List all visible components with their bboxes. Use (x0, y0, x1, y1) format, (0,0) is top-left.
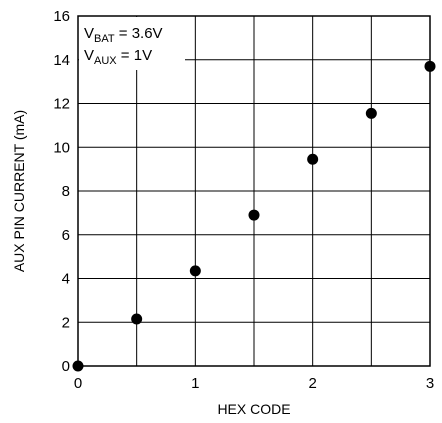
y-tick-label: 2 (62, 314, 70, 331)
data-point (365, 107, 377, 119)
data-point (189, 265, 201, 277)
data-points (72, 60, 436, 372)
data-point (72, 360, 84, 372)
x-axis-label: HEX CODE (217, 401, 290, 417)
y-tick-label: 8 (62, 183, 70, 200)
y-tick-label: 12 (53, 96, 70, 113)
x-tick-label: 2 (308, 375, 316, 392)
y-axis-label: AUX PIN CURRENT (mA) (11, 110, 27, 272)
y-tick-label: 10 (53, 139, 70, 156)
data-point (131, 313, 143, 325)
y-tick-label: 6 (62, 227, 70, 244)
x-tick-label: 1 (191, 375, 199, 392)
y-tick-label: 16 (53, 8, 70, 25)
y-tick-label: 0 (62, 358, 70, 375)
plot-frame (77, 15, 431, 367)
data-point (307, 153, 319, 165)
x-tick-label: 0 (74, 375, 82, 392)
annotation-vaux: VAUX = 1V (84, 47, 152, 67)
data-point (248, 209, 260, 221)
x-tick-label: 3 (426, 375, 434, 392)
annotation-background (79, 17, 185, 70)
y-tick-label: 14 (53, 52, 70, 69)
data-point (424, 60, 436, 72)
y-tick-label: 4 (62, 271, 70, 288)
annotation-vbat: VBAT = 3.6V (84, 25, 163, 45)
